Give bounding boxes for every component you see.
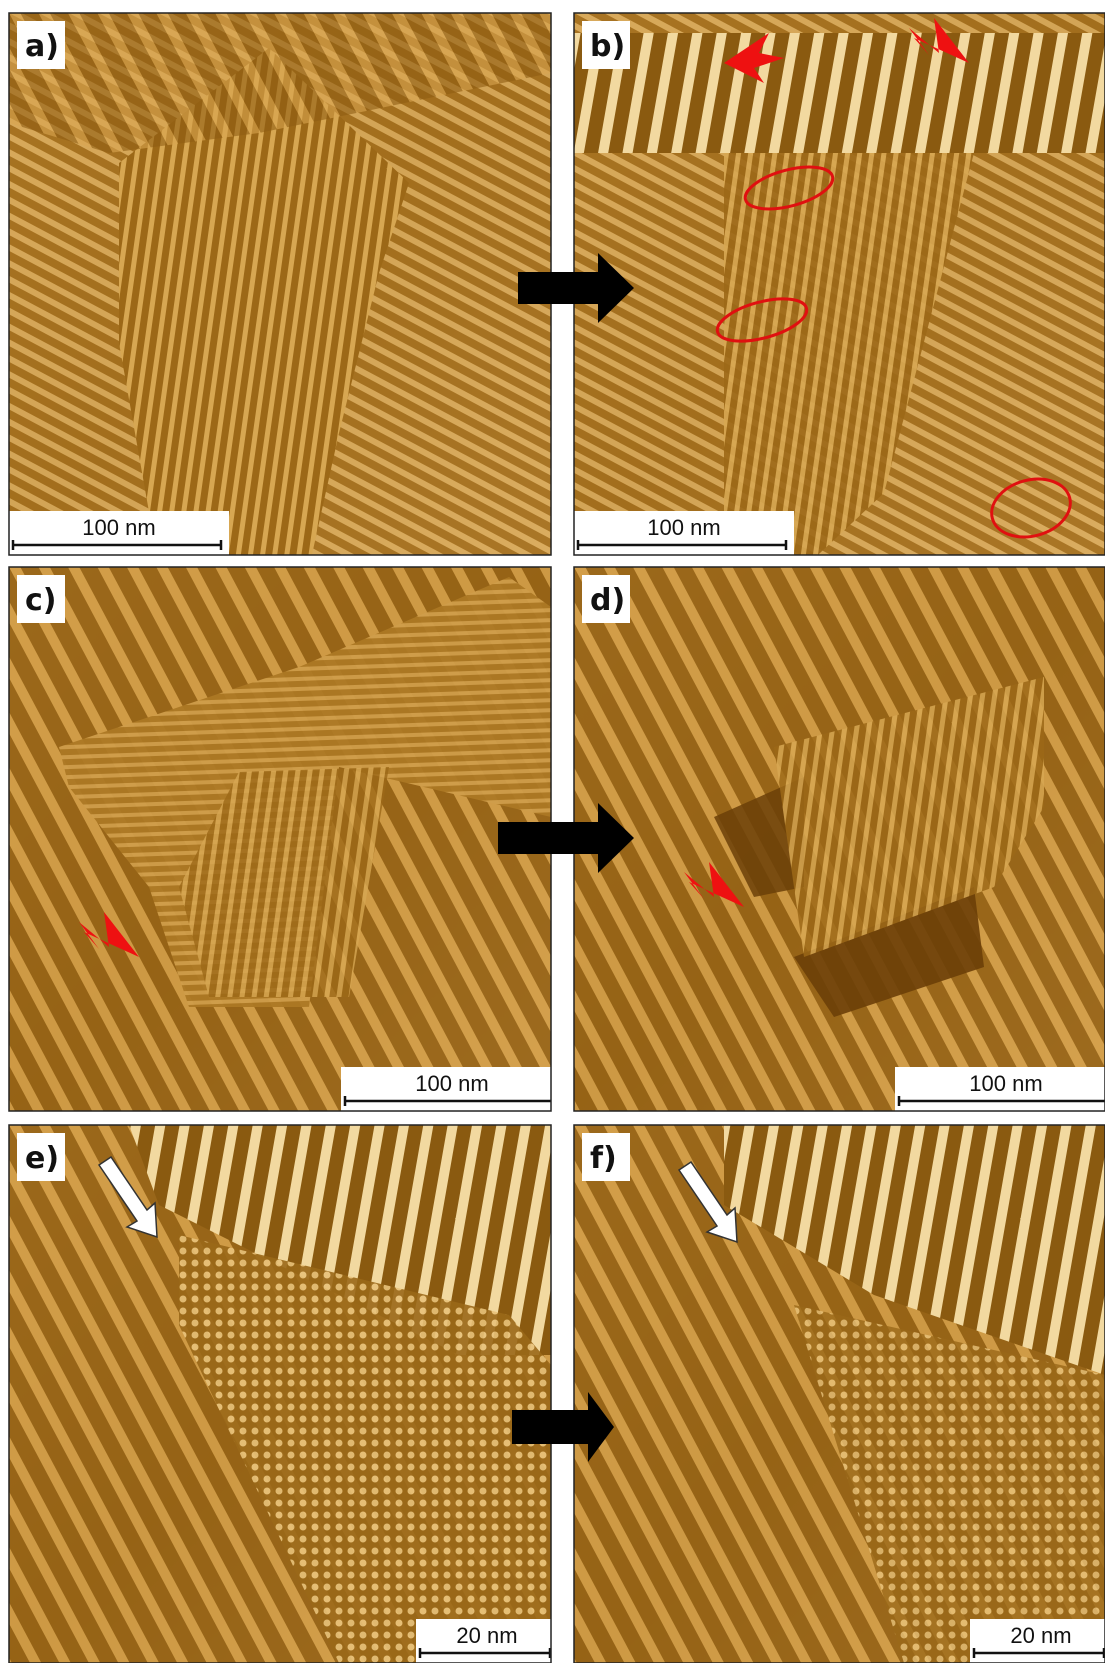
scale-bar-label: 100 nm [647,515,720,540]
scale-bar-label: 100 nm [82,515,155,540]
panel-label: c) [25,583,57,618]
scale-bar-label: 20 nm [1010,1623,1071,1648]
panel-label: d) [590,583,625,618]
panel-label: e) [25,1141,59,1176]
panel: b) 100 nm [574,13,1105,568]
panel-label: f) [590,1141,617,1176]
image: f) 20 nm [574,1125,1105,1663]
panel: c) 100 nm [9,567,563,1111]
image: e) 20 nm [9,1125,558,1663]
panel-label: a) [25,29,59,64]
panel: d) 100 nm [574,567,1105,1111]
image: d) 100 nm [574,567,1105,1111]
domain [574,33,1105,153]
figure: a)100 nmb)100 nmc)100 nmd)100 nme)20 nmf… [0,0,1105,1663]
panel: e) 20 nm [9,1125,558,1663]
image: a) 100 nm [9,13,551,568]
image: c) 100 nm [9,567,563,1111]
image: b) 100 nm [574,13,1105,568]
panel: f) 20 nm [574,1125,1105,1663]
panel: a) 100 nm [9,13,551,568]
scale-bar-label: 100 nm [969,1071,1042,1096]
scale-bar-label: 100 nm [415,1071,488,1096]
panel-label: b) [590,29,625,64]
scale-bar-label: 20 nm [456,1623,517,1648]
